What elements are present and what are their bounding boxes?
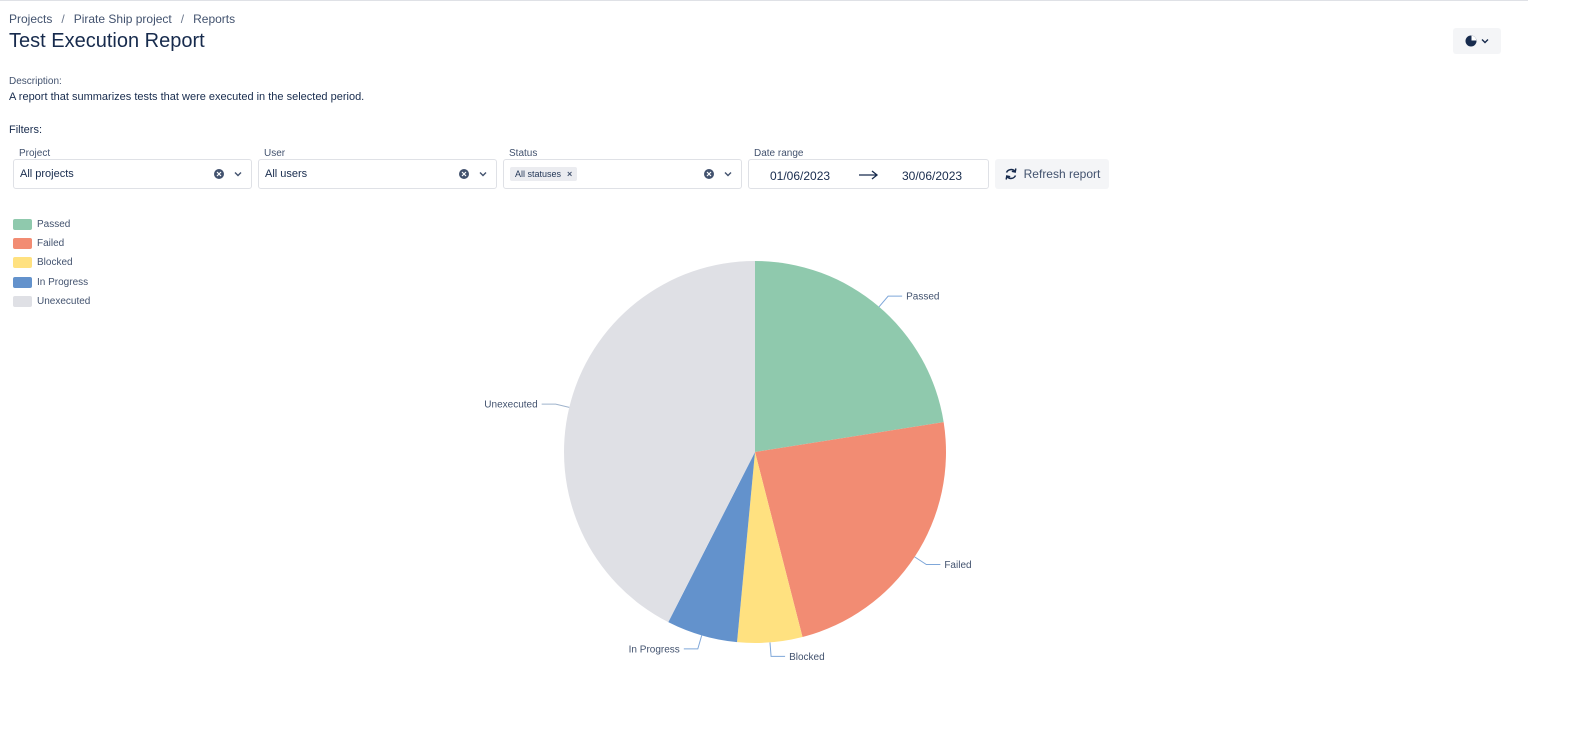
chevron-down-icon: [1481, 39, 1489, 44]
user-select[interactable]: All users: [258, 159, 497, 189]
top-divider: [0, 0, 1528, 1]
pie-leader-line: [683, 635, 703, 650]
description-label: Description:: [9, 76, 62, 87]
status-select[interactable]: All statuses ×: [503, 159, 742, 189]
legend-item-blocked[interactable]: Blocked: [13, 253, 90, 272]
filters-label: Filters:: [9, 124, 42, 136]
status-tag: All statuses ×: [510, 167, 578, 181]
clear-icon[interactable]: [459, 169, 469, 179]
chevron-down-icon[interactable]: [724, 171, 732, 177]
remove-tag-icon[interactable]: ×: [567, 169, 573, 179]
legend-item-unexecuted[interactable]: Unexecuted: [13, 292, 90, 311]
refresh-icon: [1005, 168, 1017, 180]
pie-label-failed: Failed: [944, 560, 971, 571]
chevron-down-icon[interactable]: [234, 171, 242, 177]
pie-leader-line: [878, 295, 903, 308]
legend-label: Blocked: [37, 257, 73, 269]
pie-label-blocked: Blocked: [789, 652, 825, 663]
pie-slice-unexecuted[interactable]: [564, 261, 755, 623]
legend-swatch: [13, 276, 32, 288]
breadcrumb-separator: /: [180, 12, 185, 26]
breadcrumb-reports[interactable]: Reports: [193, 12, 236, 26]
pie-chart-icon: [1465, 35, 1477, 47]
pie-label-in-progress: In Progress: [629, 644, 680, 655]
legend-swatch: [13, 219, 32, 231]
legend-label: Passed: [37, 219, 71, 231]
arrow-right-icon: [859, 169, 879, 183]
project-select-value: All projects: [20, 168, 74, 180]
chevron-down-icon[interactable]: [479, 171, 487, 177]
clear-icon[interactable]: [704, 169, 714, 179]
breadcrumb-project[interactable]: Pirate Ship project: [73, 12, 172, 26]
date-range-label: Date range: [754, 148, 804, 159]
pie-slice-in-progress[interactable]: [668, 452, 755, 643]
chart-legend: Passed Failed Blocked In Progress Unexecuted: [13, 215, 90, 311]
pie-slice-failed[interactable]: [755, 422, 946, 637]
pie-leader-line: [914, 556, 941, 566]
clear-icon[interactable]: [214, 169, 224, 179]
status-tag-label: All statuses: [515, 169, 562, 179]
legend-item-in-progress[interactable]: In Progress: [13, 273, 90, 292]
legend-swatch: [13, 295, 32, 307]
legend-swatch: [13, 257, 32, 269]
date-to-input[interactable]: 30/06/2023: [902, 169, 963, 183]
date-range-picker: 01/06/2023 30/06/2023: [748, 159, 989, 189]
pie-label-passed: Passed: [906, 292, 939, 303]
user-filter-label: User: [264, 148, 286, 159]
description-text: A report that summarizes tests that were…: [9, 91, 365, 103]
legend-label: Unexecuted: [37, 295, 91, 307]
breadcrumb-separator: /: [61, 12, 65, 26]
pie-label-unexecuted: Unexecuted: [484, 400, 537, 411]
legend-item-failed[interactable]: Failed: [13, 234, 90, 253]
project-filter-label: Project: [19, 148, 51, 159]
pie-slice-passed[interactable]: [755, 261, 944, 452]
breadcrumb-projects[interactable]: Projects: [9, 12, 53, 26]
legend-swatch: [13, 238, 32, 250]
legend-label: In Progress: [37, 276, 89, 288]
status-filter-label: Status: [509, 148, 538, 159]
legend-label: Failed: [37, 238, 65, 250]
status-select-value: All statuses ×: [510, 167, 704, 181]
chart-type-button[interactable]: [1453, 28, 1501, 54]
pie-leader-line: [769, 642, 786, 657]
legend-item-passed[interactable]: Passed: [13, 215, 90, 234]
breadcrumb: Projects / Pirate Ship project / Reports: [9, 12, 235, 26]
user-select-value: All users: [265, 168, 308, 180]
refresh-report-button[interactable]: Refresh report: [995, 159, 1109, 189]
page-title: Test Execution Report: [9, 30, 205, 52]
date-from-input[interactable]: 01/06/2023: [770, 169, 831, 183]
pie-leader-line: [541, 403, 570, 408]
pie-slice-blocked[interactable]: [737, 452, 803, 643]
project-select[interactable]: All projects: [13, 159, 252, 189]
refresh-report-label: Refresh report: [1023, 167, 1101, 181]
